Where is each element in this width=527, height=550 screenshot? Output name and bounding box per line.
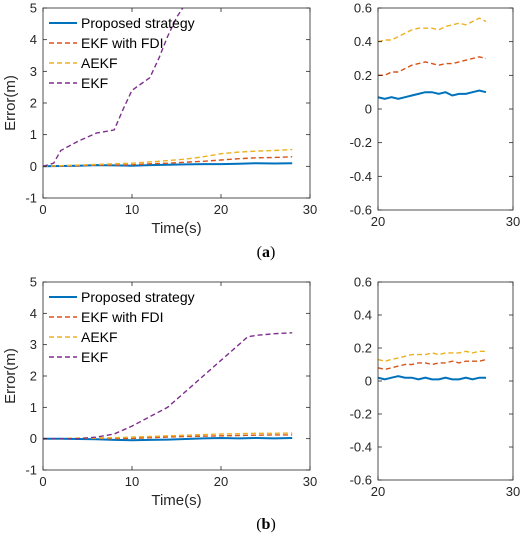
- y-tick-label: -1: [25, 463, 37, 478]
- y-tick-label: -0.6: [350, 473, 372, 488]
- y-tick-label: 5: [30, 275, 37, 290]
- y-tick-label: 2: [30, 369, 37, 384]
- x-tick-label: 20: [371, 484, 385, 499]
- caption-paren-open: (: [257, 244, 262, 261]
- x-tick-label: 30: [303, 202, 317, 217]
- x-tick-label: 20: [371, 214, 385, 229]
- y-tick-label: 1: [30, 127, 37, 142]
- panel-caption: (b): [256, 516, 276, 533]
- legend-label: AEKF: [81, 55, 118, 71]
- y-tick-label: 0: [30, 431, 37, 446]
- x-axis-label: Time(s): [151, 492, 201, 509]
- y-tick-label: 0.4: [354, 308, 372, 323]
- panel-caption: (a): [257, 244, 276, 261]
- y-tick-label: 0.2: [354, 68, 372, 83]
- y-tick-label: 0: [365, 374, 372, 389]
- chart-panel-2: 20 30 -0.6 -0.4 -0.2 0 0.2 0.4 0.6: [350, 1, 521, 230]
- y-tick-label: 0.4: [354, 34, 372, 49]
- y-tick-label: 4: [30, 306, 37, 321]
- y-tick-label: 0: [365, 102, 372, 117]
- series-line-proposed: [378, 89, 487, 100]
- x-tick-label: 10: [125, 474, 139, 489]
- legend-label: EKF: [81, 75, 108, 91]
- legend-label: Proposed strategy: [81, 289, 195, 305]
- y-tick-label: -1: [25, 191, 37, 206]
- caption-paren-close: ): [270, 244, 275, 261]
- y-tick-label: 3: [30, 64, 37, 79]
- series-line-aekf: [378, 17, 487, 43]
- x-tick-label: 0: [39, 474, 46, 489]
- caption-letter: b: [262, 516, 271, 533]
- y-tick-label: 0.2: [354, 341, 372, 356]
- caption-letter: a: [262, 244, 270, 261]
- y-tick-label: -0.2: [350, 135, 372, 150]
- axes-box: [377, 7, 514, 211]
- y-tick-label: 2: [30, 96, 37, 111]
- legend-label: AEKF: [81, 329, 118, 345]
- series-line-proposed: [378, 375, 486, 381]
- x-tick-label: 10: [125, 202, 139, 217]
- y-tick-label: -0.2: [350, 407, 372, 422]
- y-axis-label: Error(m): [2, 75, 19, 131]
- legend-label: Proposed strategy: [81, 15, 195, 31]
- x-axis-label: Time(s): [151, 220, 201, 237]
- series-line-ekf: [43, 8, 184, 167]
- x-tick-label: 30: [506, 214, 520, 229]
- y-axis-label: Error(m): [2, 348, 19, 404]
- legend-label: EKF with FDI: [81, 35, 163, 51]
- series-line-aekf: [378, 350, 486, 362]
- series-line-ekf-fdi: [378, 56, 487, 77]
- y-tick-label: -0.4: [350, 169, 372, 184]
- axes-box: [377, 281, 514, 481]
- y-tick-label: -0.6: [350, 203, 372, 218]
- x-tick-label: 30: [303, 474, 317, 489]
- y-tick-label: 0: [30, 159, 37, 174]
- series-line-ekf: [43, 332, 293, 440]
- y-tick-label: 5: [30, 1, 37, 16]
- y-tick-label: 4: [30, 32, 37, 47]
- legend-label: EKF: [81, 349, 108, 365]
- x-tick-label: 20: [214, 474, 228, 489]
- caption-paren-close: ): [270, 516, 275, 533]
- chart-panel-4: 20 30 -0.6 -0.4 -0.2 0 0.2 0.4 0.6: [350, 275, 521, 500]
- y-tick-label: 0.6: [354, 275, 372, 290]
- x-tick-label: 30: [506, 484, 520, 499]
- series-line-ekf-fdi: [378, 358, 487, 371]
- caption-paren-open: (: [256, 516, 261, 533]
- x-tick-label: 20: [214, 202, 228, 217]
- legend: Proposed strategy EKF with FDI AEKF EKF: [49, 289, 195, 365]
- legend-label: EKF with FDI: [81, 309, 163, 325]
- series-line-aekf: [43, 148, 293, 167]
- y-tick-label: 1: [30, 400, 37, 415]
- series-line-proposed: [43, 436, 293, 442]
- y-tick-label: -0.4: [350, 440, 372, 455]
- y-tick-label: 3: [30, 337, 37, 352]
- x-tick-label: 0: [39, 202, 46, 217]
- legend: Proposed strategy EKF with FDI AEKF EKF: [49, 15, 195, 91]
- y-tick-label: 0.6: [354, 1, 372, 16]
